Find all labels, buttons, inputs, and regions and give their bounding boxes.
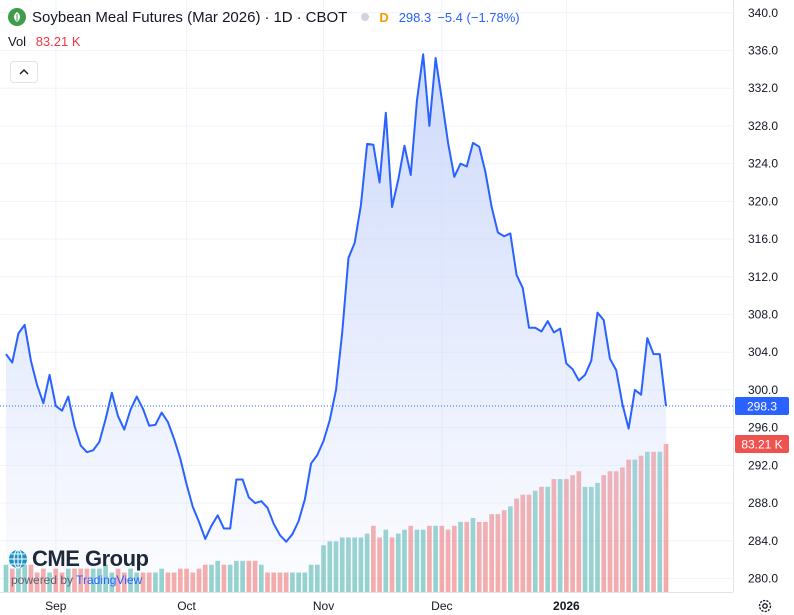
volume-label: Vol: [8, 34, 27, 49]
price-tick-label: 288.0: [748, 496, 778, 510]
price-tick-label: 320.0: [748, 194, 778, 208]
chart-header: Soybean Meal Futures (Mar 2026) · 1D · C…: [8, 6, 520, 28]
price-tick-label: 340.0: [748, 6, 778, 20]
price-area: [6, 54, 666, 592]
interval-label[interactable]: 1D: [273, 8, 293, 26]
gear-icon[interactable]: [757, 598, 773, 614]
time-tick-label: Sep: [45, 599, 67, 613]
market-status-dot: [361, 13, 370, 21]
separator: ·: [296, 8, 302, 26]
separator: ·: [264, 8, 270, 26]
price-change: −5.4 (−1.78%): [437, 9, 520, 25]
price-tick-label: 308.0: [748, 308, 778, 322]
tradingview-brand[interactable]: TradingView: [76, 573, 143, 587]
last-price-badge-text: 298.3: [747, 399, 777, 413]
brand-name: CME Group: [32, 546, 149, 571]
time-tick-label: Oct: [177, 599, 196, 613]
collapse-legend-button[interactable]: [10, 61, 38, 83]
delayed-flag: D: [379, 9, 389, 25]
exchange-label: CBOT: [305, 8, 348, 26]
time-tick-label: 2026: [553, 599, 580, 613]
price-tick-label: 324.0: [748, 157, 778, 171]
globe-icon: [9, 549, 27, 569]
price-tick-label: 332.0: [748, 81, 778, 95]
price-tick-label: 292.0: [748, 458, 778, 472]
price-tick-label: 316.0: [748, 232, 778, 246]
time-tick-label: Nov: [313, 599, 334, 613]
price-tick-label: 296.0: [748, 421, 778, 435]
price-line-path: [5, 53, 667, 543]
price-tick-label: 300.0: [748, 383, 778, 397]
price-tick-label: 336.0: [748, 44, 778, 58]
powered-prefix: powered by: [11, 573, 74, 587]
price-area-fill: [6, 54, 666, 592]
price-tick-label: 312.0: [748, 270, 778, 284]
price-tick-label: 328.0: [748, 119, 778, 133]
volume-value: 83.21 K: [35, 34, 81, 49]
powered-by: powered by TradingView: [11, 573, 149, 587]
volume-badge: [735, 435, 789, 453]
leaf-icon: [8, 8, 26, 26]
chevron-up-icon: [19, 69, 29, 75]
price-tick-label: 304.0: [748, 345, 778, 359]
price-line: [5, 53, 667, 543]
last-price-badge: [735, 396, 789, 415]
volume-badge-text: 83.21 K: [741, 438, 782, 452]
cme-logo[interactable]: CME Group powered by TradingView: [8, 546, 149, 587]
price-tick-label: 284.0: [748, 534, 778, 548]
price-tick-label: 280.0: [748, 572, 778, 586]
time-tick-label: Dec: [431, 599, 452, 613]
symbol-title[interactable]: Soybean Meal Futures (Mar 2026): [32, 8, 261, 26]
last-price: 298.3: [398, 9, 432, 25]
volume-legend: Vol 83.21 K: [8, 34, 81, 49]
